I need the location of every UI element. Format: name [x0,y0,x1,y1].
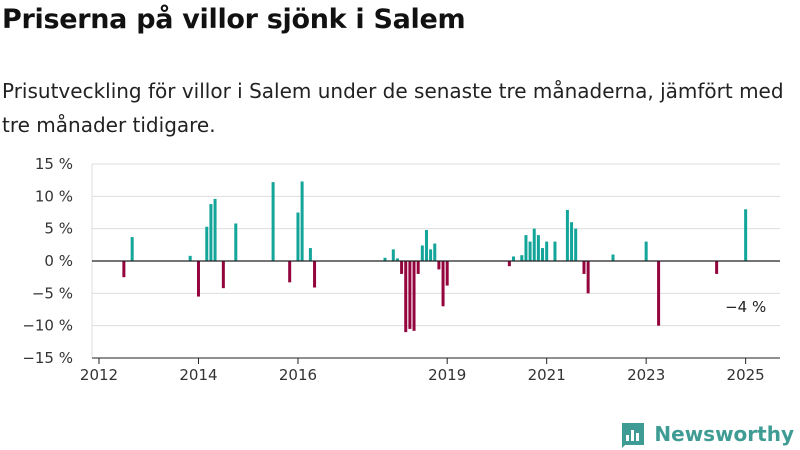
bar-positive [644,241,648,261]
latest-value-annotation: −4 % [725,298,766,316]
bar-negative [586,261,590,294]
bar-negative [437,261,441,270]
bar-negative [715,261,719,274]
bar-positive [570,222,574,261]
x-tick-label: 2019 [428,366,466,384]
bar-negative [313,261,317,288]
bar-positive [213,198,217,261]
bar-positive [395,258,399,261]
bar-series [122,181,748,333]
annotations: −4 % [725,298,766,316]
bar-positive [234,223,238,261]
bar-positive [545,241,549,261]
bar-positive [520,255,524,261]
bar-positive [130,237,134,261]
bar-positive [420,245,424,261]
y-tick-label: −5 % [32,284,73,302]
bar-negative [122,261,126,278]
bar-positive [744,209,748,261]
bar-positive [433,243,437,261]
y-tick-label: 15 % [35,155,73,173]
axes [91,164,780,364]
y-tick-label: 5 % [44,220,73,238]
bar-positive [512,256,516,261]
bar-negative [221,261,225,289]
bar-positive [532,228,536,261]
bar-positive [271,182,275,261]
bar-positive [424,229,428,261]
bar-negative [408,261,412,329]
x-tick-label: 2025 [727,366,765,384]
newsworthy-icon [622,423,645,448]
bar-negative [416,261,420,274]
bar-negative [196,261,200,297]
bar-positive [205,226,209,261]
bar-positive [541,248,545,261]
bar-negative [445,261,449,286]
bar-positive [383,257,387,261]
bar-positive [536,235,540,261]
chart-title: Priserna på villor sjönk i Salem [2,4,466,35]
chart-subtitle: Prisutveckling för villor i Salem under … [2,79,784,137]
bar-positive [429,249,433,261]
bar-positive [188,255,192,261]
bar-negative [288,261,292,283]
bar-negative [400,261,404,274]
x-tick-label: 2016 [279,366,317,384]
bar-positive [611,254,615,261]
brand-logo: Newsworthy [619,418,794,450]
bar-negative [657,261,661,326]
bar-positive [209,204,213,261]
y-tick-label: 10 % [35,187,73,205]
bar-positive [553,241,557,261]
bar-positive [528,241,532,261]
bar-negative [412,261,416,331]
x-tick-label: 2014 [179,366,217,384]
tick-labels: 15 % 10 % 5 % 0 % −5 % −10 % −15 % 2012 2014 2016… [22,155,764,384]
bar-positive [391,249,395,261]
bar-negative [441,261,445,307]
y-tick-label: 0 % [44,252,73,270]
x-tick-label: 2012 [80,366,118,384]
bar-positive [574,228,578,261]
x-tick-label: 2023 [627,366,665,384]
bar-positive [300,181,304,261]
x-tick-label: 2021 [528,366,566,384]
y-tick-label: −10 % [22,317,73,335]
bar-negative [507,261,511,267]
y-tick-label: −15 % [22,349,73,367]
bar-positive [308,248,312,261]
bar-negative [582,261,586,274]
bar-negative [404,261,408,333]
bar-positive [524,235,528,261]
brand-name: Newsworthy [654,422,794,446]
bar-positive [296,212,300,261]
bar-positive [565,209,569,261]
